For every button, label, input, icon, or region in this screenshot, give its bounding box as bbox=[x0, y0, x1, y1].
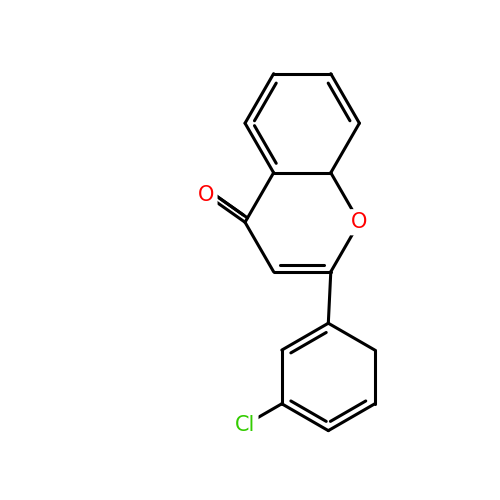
Text: Cl: Cl bbox=[235, 415, 256, 435]
Text: O: O bbox=[351, 212, 368, 232]
Text: O: O bbox=[198, 185, 214, 205]
